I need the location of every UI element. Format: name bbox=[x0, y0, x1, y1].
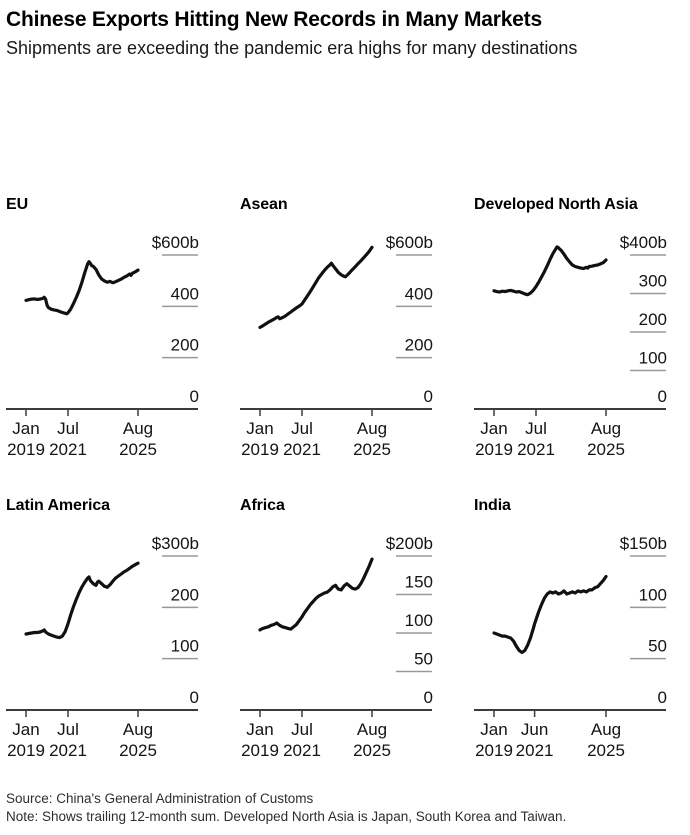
data-line bbox=[24, 259, 140, 316]
line-chart-africa: $200b 150 100 50 0 Jan 2019 Jul 2021 Aug 2025 bbox=[240, 534, 433, 760]
x-tick-label-month: Jan bbox=[12, 720, 39, 739]
data-line bbox=[492, 245, 608, 297]
x-tick-label-month: Jul bbox=[291, 419, 313, 438]
y-tick-label: 0 bbox=[190, 387, 199, 406]
y-tick-label: 50 bbox=[648, 636, 667, 655]
x-tick-label-year: 2019 bbox=[475, 741, 513, 760]
page-title: Chinese Exports Hitting New Records in M… bbox=[6, 8, 542, 31]
x-tick-label-year: 2025 bbox=[119, 741, 157, 760]
x-tick-label-year: 2025 bbox=[353, 741, 391, 760]
x-tick-label-month: Jul bbox=[57, 419, 79, 438]
note-line: Note: Shows trailing 12-month sum. Devel… bbox=[6, 808, 567, 824]
y-tick-label: $200b bbox=[386, 534, 433, 553]
x-tick-label-month: Jan bbox=[246, 419, 273, 438]
x-tick-label-month: Jan bbox=[480, 720, 507, 739]
chart-india: India $150b 100 50 0 Jan 2019 Jun 2021 Aug 2025 bbox=[474, 497, 690, 762]
line-chart-eu: $600b 400 200 0 Jan 2019 Jul 2021 Aug 2025 bbox=[6, 233, 199, 459]
chart-title: Latin America bbox=[6, 496, 110, 514]
y-tick-label: 200 bbox=[171, 585, 199, 604]
line-chart-asean: $600b 400 200 0 Jan 2019 Jul 2021 Aug 2025 bbox=[240, 233, 433, 459]
x-tick-label-month: Aug bbox=[591, 720, 621, 739]
y-tick-label: $600b bbox=[152, 233, 199, 252]
y-tick-label: $400b bbox=[620, 233, 667, 252]
small-multiples-grid: EU $600b 400 200 0 Jan 2019 Jul 2021 Aug 2025 Ase… bbox=[6, 196, 690, 762]
chart-developed-north-asia: Developed North Asia $400b 300 200 100 0 Jan 2… bbox=[474, 196, 690, 461]
x-tick-label-year: 2019 bbox=[241, 440, 279, 459]
x-tick-label-month: Jul bbox=[525, 419, 547, 438]
x-tick-label-year: 2021 bbox=[516, 741, 554, 760]
chart-title: Africa bbox=[240, 496, 285, 514]
x-tick-label-month: Aug bbox=[123, 720, 153, 739]
chart-title: Developed North Asia bbox=[474, 195, 638, 213]
chart-title: India bbox=[474, 496, 511, 514]
y-tick-label: 0 bbox=[658, 688, 667, 707]
y-tick-label: 300 bbox=[639, 271, 667, 290]
y-tick-label: 100 bbox=[639, 348, 667, 367]
footer: Source: China's General Administration o… bbox=[6, 790, 690, 826]
y-tick-label: 0 bbox=[658, 387, 667, 406]
chart-africa: Africa $200b 150 100 50 0 Jan 2019 Jul 2021 Aug 20… bbox=[240, 497, 456, 762]
y-tick-label: 100 bbox=[405, 611, 433, 630]
y-tick-label: 200 bbox=[405, 335, 433, 354]
x-tick-label-year: 2021 bbox=[49, 741, 87, 760]
x-tick-label-year: 2019 bbox=[475, 440, 513, 459]
data-line bbox=[258, 557, 374, 632]
x-tick-label-year: 2021 bbox=[283, 741, 321, 760]
line-chart-latin-america: $300b 200 100 0 Jan 2019 Jul 2021 Aug 2025 bbox=[6, 534, 199, 760]
y-tick-label: $600b bbox=[386, 233, 433, 252]
y-tick-label: 100 bbox=[171, 636, 199, 655]
x-tick-label-year: 2025 bbox=[353, 440, 391, 459]
y-tick-label: 200 bbox=[639, 310, 667, 329]
chart-asean: Asean $600b 400 200 0 Jan 2019 Jul 2021 Aug 2025 bbox=[240, 196, 456, 461]
x-tick-label-month: Jan bbox=[246, 720, 273, 739]
chart-latin-america: Latin America $300b 200 100 0 Jan 2019 Jul 2021… bbox=[6, 497, 222, 762]
y-tick-label: 150 bbox=[405, 572, 433, 591]
x-tick-label-year: 2021 bbox=[517, 440, 555, 459]
y-tick-label: 0 bbox=[424, 387, 433, 406]
data-line bbox=[258, 245, 374, 329]
data-line bbox=[24, 561, 140, 639]
x-tick-label-year: 2019 bbox=[7, 440, 45, 459]
y-tick-label: 0 bbox=[190, 688, 199, 707]
x-tick-label-year: 2025 bbox=[587, 440, 625, 459]
x-tick-label-year: 2025 bbox=[119, 440, 157, 459]
x-tick-label-month: Jun bbox=[521, 720, 548, 739]
y-tick-label: 400 bbox=[405, 284, 433, 303]
x-tick-label-year: 2025 bbox=[587, 741, 625, 760]
x-tick-label-month: Aug bbox=[123, 419, 153, 438]
page-subtitle: Shipments are exceeding the pandemic era… bbox=[6, 38, 578, 59]
data-line bbox=[492, 574, 608, 654]
x-tick-label-month: Aug bbox=[357, 419, 387, 438]
chart-title: EU bbox=[6, 195, 29, 213]
chart-eu: EU $600b 400 200 0 Jan 2019 Jul 2021 Aug 2025 bbox=[6, 196, 222, 461]
y-tick-label: 50 bbox=[414, 649, 433, 668]
y-tick-label: 400 bbox=[171, 284, 199, 303]
x-tick-label-month: Jan bbox=[480, 419, 507, 438]
y-tick-label: $150b bbox=[620, 534, 667, 553]
x-tick-label-year: 2019 bbox=[7, 741, 45, 760]
x-tick-label-year: 2021 bbox=[283, 440, 321, 459]
chart-title: Asean bbox=[240, 195, 288, 213]
x-tick-label-month: Aug bbox=[591, 419, 621, 438]
y-tick-label: 0 bbox=[424, 688, 433, 707]
x-tick-label-month: Jan bbox=[12, 419, 39, 438]
x-tick-label-month: Jul bbox=[291, 720, 313, 739]
line-chart-developed-north-asia: $400b 300 200 100 0 Jan 2019 Jul 2021 Aug 2025 bbox=[474, 233, 667, 459]
y-tick-label: $300b bbox=[152, 534, 199, 553]
x-tick-label-year: 2019 bbox=[241, 741, 279, 760]
y-tick-label: 100 bbox=[639, 585, 667, 604]
line-chart-india: $150b 100 50 0 Jan 2019 Jun 2021 Aug 2025 bbox=[474, 534, 667, 760]
x-tick-label-year: 2021 bbox=[49, 440, 87, 459]
x-tick-label-month: Aug bbox=[357, 720, 387, 739]
source-line: Source: China's General Administration o… bbox=[6, 790, 314, 806]
x-tick-label-month: Jul bbox=[57, 720, 79, 739]
y-tick-label: 200 bbox=[171, 335, 199, 354]
